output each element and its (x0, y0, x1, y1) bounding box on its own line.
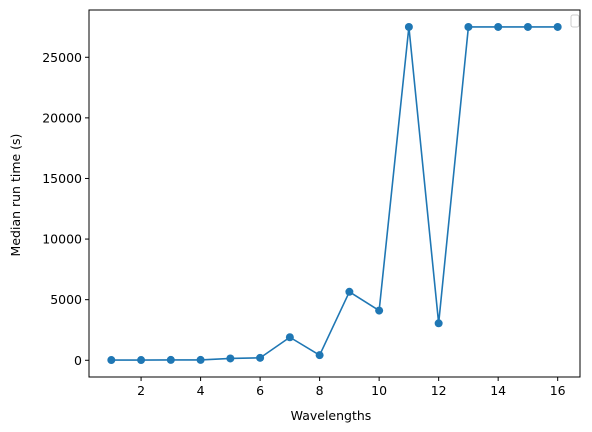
x-tick-label: 6 (256, 383, 264, 398)
x-tick-label: 16 (550, 383, 566, 398)
data-point (107, 356, 116, 365)
data-point (226, 354, 235, 363)
y-tick-label: 20000 (42, 110, 82, 125)
x-tick-label: 2 (137, 383, 145, 398)
legend-box (570, 14, 580, 28)
y-tick-label: 15000 (42, 171, 82, 186)
x-tick-label: 10 (371, 383, 387, 398)
y-axis-label: Median run time (s) (8, 134, 23, 257)
x-tick-label: 4 (197, 383, 205, 398)
x-axis-label: Wavelengths (291, 408, 372, 423)
data-point (523, 22, 532, 31)
x-tick-label: 8 (316, 383, 324, 398)
series-line (111, 26, 558, 361)
data-point (434, 319, 443, 328)
data-point (345, 287, 354, 296)
y-tick-label: 10000 (42, 232, 82, 247)
y-tick-label: 5000 (50, 292, 82, 307)
data-point (494, 22, 503, 31)
legend-layer (570, 14, 580, 28)
x-tick-label: 12 (431, 383, 447, 398)
data-point (315, 351, 324, 360)
y-tick-label: 0 (74, 353, 82, 368)
data-point (166, 355, 175, 364)
plot-frame (88, 9, 581, 378)
data-point (553, 22, 562, 31)
data-point (256, 353, 265, 362)
y-tick-label: 25000 (42, 50, 82, 65)
axes-layer: 2 4 6 8 10 12 14 16 0 5000 10000 15000 20000 25000 (42, 9, 581, 398)
data-point (137, 356, 146, 365)
x-tick-label: 14 (490, 383, 506, 398)
series-layer (107, 22, 562, 365)
data-point (375, 306, 384, 315)
data-point (196, 355, 205, 364)
data-point (404, 22, 413, 31)
data-point (285, 333, 294, 342)
data-point (464, 22, 473, 31)
